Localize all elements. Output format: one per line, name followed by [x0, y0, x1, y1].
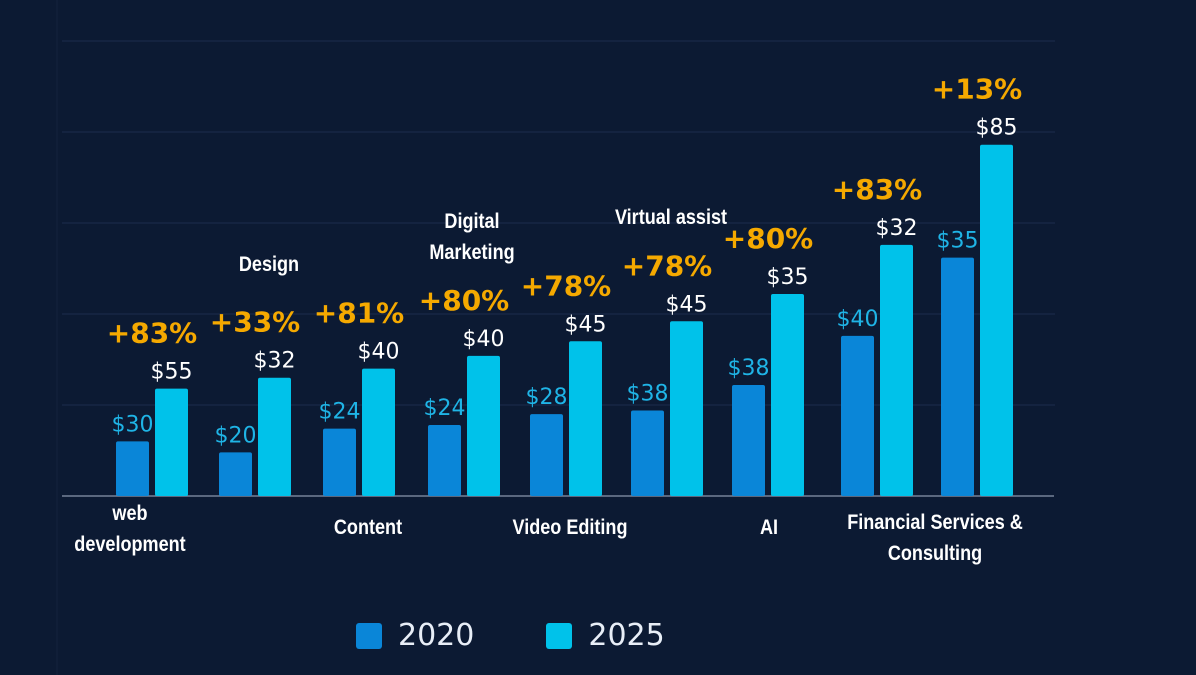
category-label-0-0: web [112, 502, 148, 526]
legend: 2020 2025 [356, 618, 737, 653]
legend-label-2020: 2020 [398, 618, 475, 653]
value-label-2025-6: $35 [767, 265, 809, 290]
bar-2020-3 [428, 425, 461, 496]
legend-swatch-2025 [546, 622, 573, 649]
value-label-2020-7: $40 [837, 307, 879, 332]
category-label-4-0: Video Editing [512, 516, 627, 540]
bar-2020-8 [941, 257, 974, 496]
growth-label-7: +83% [832, 173, 922, 206]
value-label-2025-2: $40 [358, 340, 400, 365]
category-label-5-0: Virtual assist [615, 206, 728, 230]
category-label-3-0: Digital [444, 210, 499, 234]
value-label-2025-0: $55 [151, 360, 193, 385]
category-label-7-0: Financial Services & [847, 511, 1023, 535]
value-label-2025-8: $85 [976, 116, 1018, 141]
growth-label-4: +78% [521, 269, 611, 302]
bar-2025-4 [569, 341, 602, 496]
value-label-2020-4: $28 [526, 385, 568, 410]
growth-label-3: +80% [419, 284, 509, 317]
value-label-2025-4: $45 [565, 312, 607, 337]
value-label-2025-3: $40 [463, 327, 505, 352]
category-label-1-0: Design [239, 253, 299, 277]
value-label-2025-1: $32 [254, 349, 296, 374]
growth-label-8: +13% [932, 73, 1022, 106]
growth-label-2: +81% [314, 297, 404, 330]
value-label-2020-8: $35 [937, 229, 979, 254]
bar-2025-5 [670, 321, 703, 496]
bar-2025-3 [467, 355, 500, 496]
bar-2025-1 [258, 377, 291, 496]
growth-label-1: +33% [210, 306, 300, 339]
growth-label-6: +80% [723, 222, 813, 255]
category-label-6-0: AI [760, 516, 778, 540]
legend-label-2025: 2025 [588, 618, 665, 653]
bar-2020-2 [323, 428, 356, 496]
value-label-2025-5: $45 [666, 292, 708, 317]
legend-swatch-2020 [356, 622, 382, 649]
bar-2020-0 [116, 441, 149, 496]
category-label-3-1: Marketing [429, 241, 514, 265]
bar-2025-2 [362, 368, 395, 496]
bar-2025-7 [880, 244, 913, 496]
bar-2020-6 [732, 384, 765, 496]
value-label-2020-6: $38 [728, 356, 770, 381]
bar-2020-5 [631, 410, 664, 496]
value-label-2020-3: $24 [424, 396, 466, 421]
bar-2020-1 [219, 452, 252, 496]
category-label-2-0: Content [334, 516, 403, 540]
value-label-2020-0: $30 [112, 412, 154, 437]
bar-2020-7 [841, 335, 874, 496]
value-label-2025-7: $32 [876, 216, 918, 241]
category-label-7-1: Consulting [888, 542, 982, 566]
value-label-2020-1: $20 [215, 423, 257, 448]
bar-2020-4 [530, 414, 563, 496]
legend-item-2020: 2020 [356, 618, 474, 653]
category-label-0-1: development [74, 533, 186, 557]
bar-2025-0 [155, 388, 188, 496]
value-label-2020-2: $24 [319, 400, 361, 425]
legend-item-2025: 2025 [546, 618, 665, 653]
bar-2025-8 [980, 144, 1013, 497]
growth-label-0: +83% [107, 317, 197, 350]
growth-label-5: +78% [622, 249, 712, 282]
bar-2025-6 [771, 293, 804, 496]
value-label-2020-5: $38 [627, 381, 669, 406]
